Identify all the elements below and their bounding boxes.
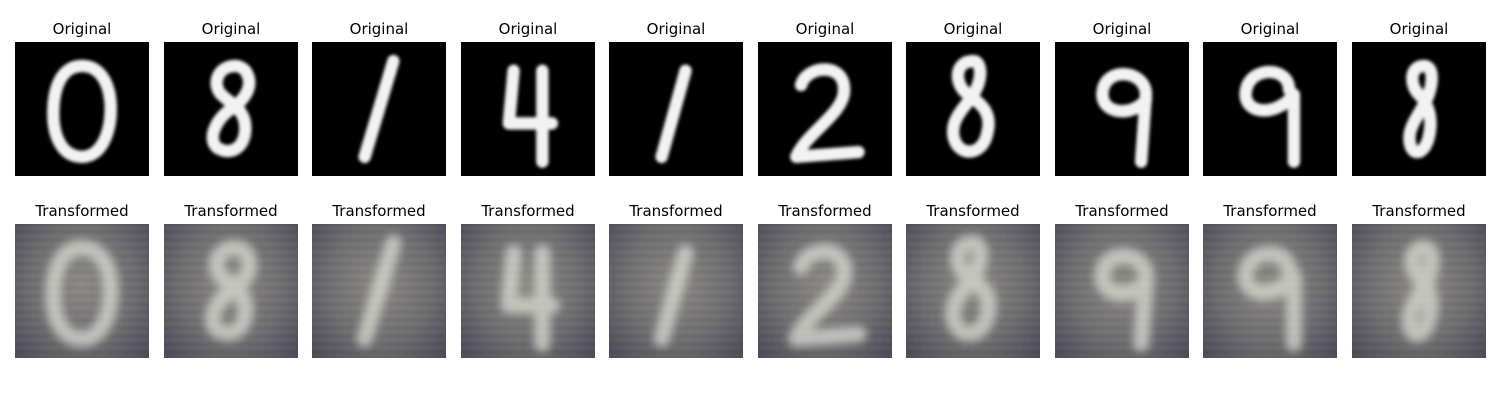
transformed-digit-image bbox=[461, 224, 595, 358]
digit-glyph bbox=[790, 63, 865, 164]
transformed-digit-image bbox=[312, 224, 446, 358]
digit-stroke bbox=[1401, 239, 1440, 342]
digit-stroke bbox=[1239, 65, 1301, 168]
digit-glyph bbox=[1239, 65, 1301, 168]
digit-glyph bbox=[502, 64, 559, 168]
digit-glyph bbox=[653, 244, 694, 347]
digit-stroke bbox=[502, 64, 559, 168]
transformed-title: Transformed bbox=[1372, 202, 1466, 220]
transformed-digit-image bbox=[1203, 224, 1337, 358]
transformed-digit-image bbox=[609, 224, 743, 358]
digit-glyph bbox=[500, 244, 561, 352]
original-title: Original bbox=[1389, 20, 1449, 38]
digit-stroke bbox=[946, 54, 995, 158]
noise-texture bbox=[461, 224, 595, 358]
digit-glyph bbox=[356, 235, 402, 347]
digit-glyph bbox=[358, 54, 400, 164]
transformed-title: Transformed bbox=[926, 202, 1020, 220]
original-title: Original bbox=[349, 20, 409, 38]
digit-glyph bbox=[655, 64, 692, 164]
original-title: Original bbox=[201, 20, 261, 38]
digit-glyph bbox=[1094, 248, 1155, 352]
original-digit-image bbox=[1055, 42, 1189, 176]
digit-stroke bbox=[204, 239, 258, 342]
digit-glyph bbox=[1401, 239, 1440, 342]
original-digit-image bbox=[609, 42, 743, 176]
digit-glyph bbox=[204, 239, 258, 342]
digit-stroke bbox=[47, 59, 117, 164]
transformed-title: Transformed bbox=[35, 202, 129, 220]
transformed-digit-image bbox=[164, 224, 298, 358]
original-digit-image bbox=[164, 42, 298, 176]
transformed-digit-image bbox=[1055, 224, 1189, 358]
digit-stroke bbox=[356, 235, 402, 347]
original-title: Original bbox=[943, 20, 1003, 38]
original-digit-image bbox=[1352, 42, 1486, 176]
digit-stroke bbox=[1403, 59, 1438, 159]
original-digit-image bbox=[461, 42, 595, 176]
original-title: Original bbox=[1092, 20, 1152, 38]
original-digit-image bbox=[312, 42, 446, 176]
digit-stroke bbox=[45, 239, 119, 347]
digit-glyph bbox=[1096, 68, 1153, 168]
transformed-title: Transformed bbox=[629, 202, 723, 220]
transformed-digit-image bbox=[758, 224, 892, 358]
original-title: Original bbox=[646, 20, 706, 38]
digit-stroke bbox=[655, 64, 692, 164]
original-title: Original bbox=[1240, 20, 1300, 38]
digit-stroke bbox=[358, 54, 400, 164]
transformed-title: Transformed bbox=[184, 202, 278, 220]
digit-glyph bbox=[47, 59, 117, 164]
digit-glyph bbox=[788, 243, 867, 347]
transformed-title: Transformed bbox=[481, 202, 575, 220]
original-digit-image bbox=[758, 42, 892, 176]
digit-glyph bbox=[1403, 59, 1438, 159]
transformed-digit-image bbox=[15, 224, 149, 358]
digit-glyph bbox=[1237, 245, 1303, 352]
transformed-title: Transformed bbox=[778, 202, 872, 220]
digit-stroke bbox=[500, 244, 561, 352]
transformed-digit-image bbox=[1352, 224, 1486, 358]
digit-glyph bbox=[945, 235, 997, 342]
digit-stroke bbox=[206, 59, 256, 158]
original-digit-image bbox=[1203, 42, 1337, 176]
digit-stroke bbox=[653, 244, 694, 347]
original-digit-image bbox=[15, 42, 149, 176]
transformed-digit-image bbox=[906, 224, 1040, 358]
digit-stroke bbox=[1237, 245, 1303, 352]
transformed-title: Transformed bbox=[1075, 202, 1169, 220]
digit-stroke bbox=[1094, 248, 1155, 352]
digit-stroke bbox=[790, 63, 865, 164]
transformed-title: Transformed bbox=[1223, 202, 1317, 220]
digit-stroke bbox=[1096, 68, 1153, 168]
original-title: Original bbox=[795, 20, 855, 38]
digit-stroke bbox=[788, 243, 867, 347]
digit-glyph bbox=[45, 239, 119, 347]
digit-glyph bbox=[946, 54, 995, 158]
digit-glyph bbox=[206, 59, 256, 158]
digit-stroke bbox=[945, 235, 997, 342]
original-digit-image bbox=[906, 42, 1040, 176]
transformed-title: Transformed bbox=[332, 202, 426, 220]
original-title: Original bbox=[498, 20, 558, 38]
original-title: Original bbox=[52, 20, 112, 38]
